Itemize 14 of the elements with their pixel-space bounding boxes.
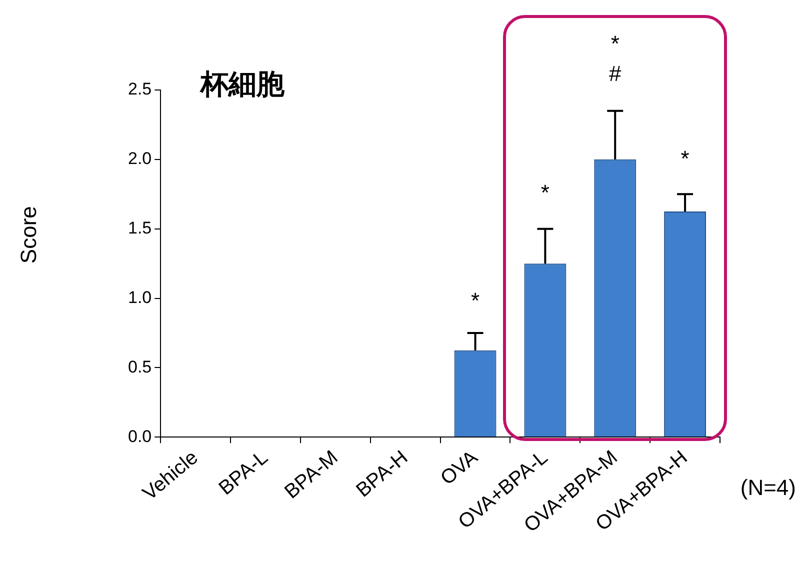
annotation: * [470, 288, 480, 314]
y-tick-label: 2.0 [128, 149, 152, 168]
y-axis-title: Score [16, 206, 42, 264]
annotation: * [680, 146, 690, 172]
text: * [610, 30, 620, 56]
y-tick-label: 0.5 [128, 357, 152, 376]
y-tick-label: 1.0 [128, 288, 152, 307]
y-tick-label: 0.0 [128, 426, 152, 446]
text: (N=4) [740, 475, 796, 500]
text: # [608, 60, 622, 86]
y-tick-label: 1.5 [128, 218, 152, 238]
annotation: * [540, 180, 550, 205]
y-tick-label: 2.5 [128, 80, 152, 99]
chart-title: 杯細胞 [200, 67, 286, 100]
